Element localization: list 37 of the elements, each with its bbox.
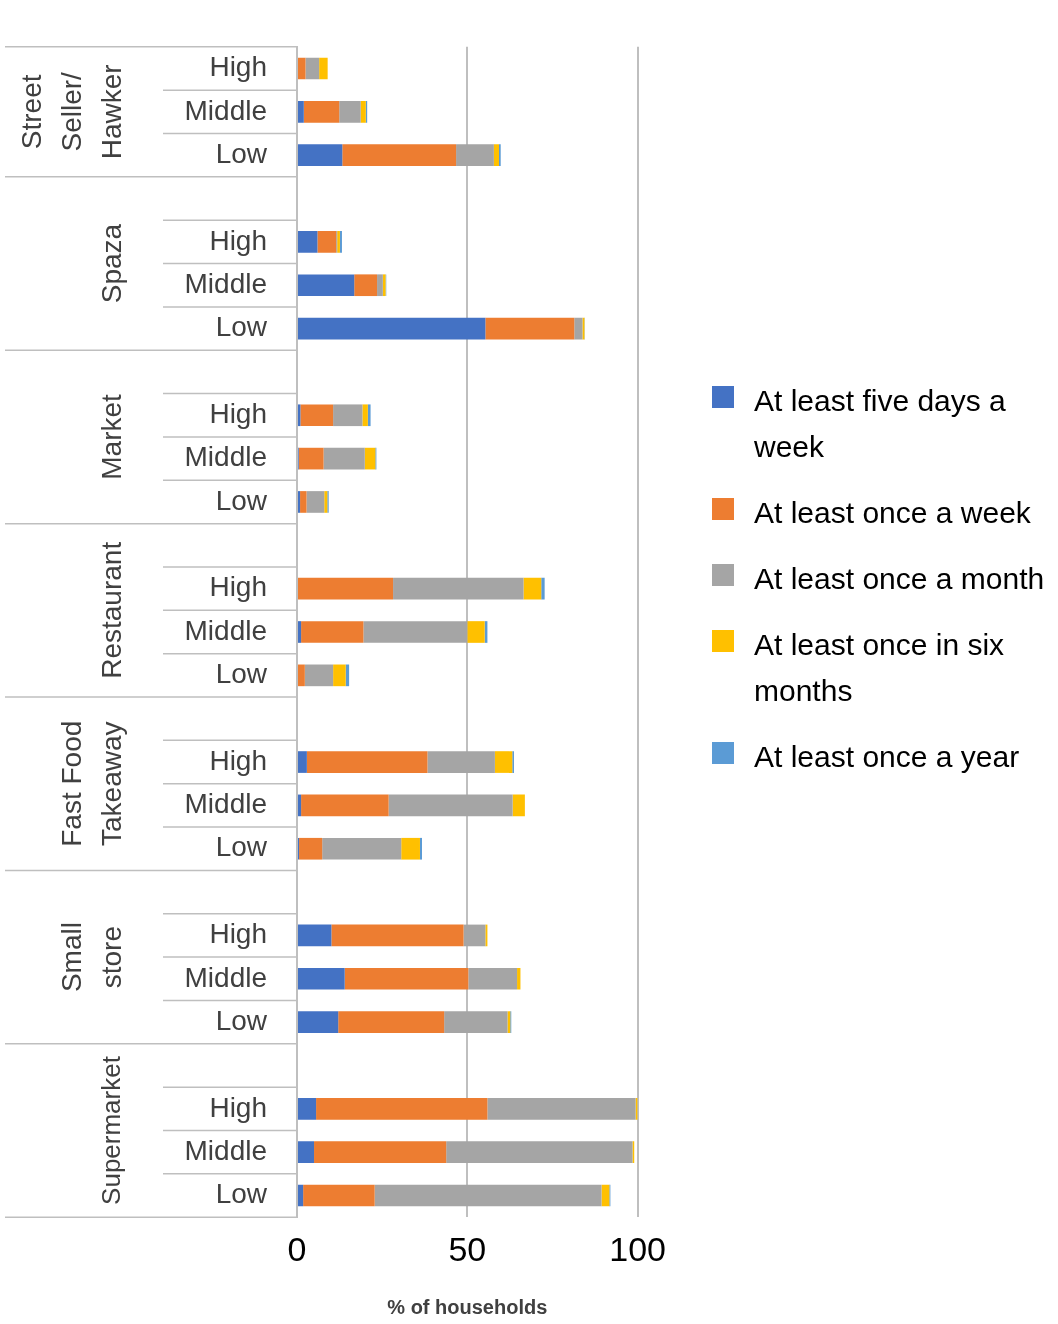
x-tick-label: 100 bbox=[609, 1229, 666, 1268]
y-tick-label: Low bbox=[215, 1178, 268, 1210]
y-tick-label: High bbox=[209, 51, 267, 83]
y-tick-label: Low bbox=[215, 137, 268, 169]
y-tick-label: High bbox=[209, 744, 267, 776]
y-tick-label: High bbox=[209, 397, 267, 429]
y-tick-label: Low bbox=[215, 311, 268, 343]
x-axis-title: % of households bbox=[387, 1295, 548, 1318]
y-tick-label: Low bbox=[215, 1004, 268, 1036]
text: Supermarket bbox=[96, 1055, 127, 1205]
y-tick-label: Middle bbox=[184, 614, 267, 646]
legend-label: At least five days a week bbox=[754, 383, 1007, 465]
y-tick-label: High bbox=[209, 224, 267, 256]
text: Restaurant bbox=[95, 541, 127, 679]
y-tick-label: Low bbox=[215, 831, 268, 863]
legend-label: At least once in six months bbox=[754, 627, 1006, 709]
y-tick-label: Middle bbox=[184, 441, 267, 473]
text: Small store bbox=[55, 922, 127, 993]
y-tick-label: Middle bbox=[184, 961, 267, 993]
y-tick-label: Middle bbox=[184, 267, 267, 299]
y-tick-label: High bbox=[209, 1091, 267, 1123]
y-tick-label: High bbox=[209, 571, 267, 603]
text: Market bbox=[95, 393, 127, 480]
y-tick-label: Low bbox=[215, 484, 268, 516]
legend-label: At least once a year bbox=[754, 739, 1021, 775]
text: Fast Food Takeaway bbox=[55, 720, 127, 847]
x-tick-label: 0 bbox=[287, 1229, 307, 1268]
y-tick-label: High bbox=[209, 918, 267, 950]
text: Street Seller/ Hawker bbox=[15, 64, 127, 160]
y-tick-label: Middle bbox=[184, 1134, 267, 1166]
y-tick-label: Middle bbox=[184, 788, 267, 820]
y-tick-label: Low bbox=[215, 658, 268, 690]
legend-label: At least once a week bbox=[754, 495, 1032, 531]
x-tick-label: 50 bbox=[448, 1229, 487, 1268]
legend-label: At least once a month bbox=[754, 561, 1046, 597]
text: Spaza bbox=[95, 223, 127, 304]
y-tick-label: Middle bbox=[184, 94, 267, 126]
